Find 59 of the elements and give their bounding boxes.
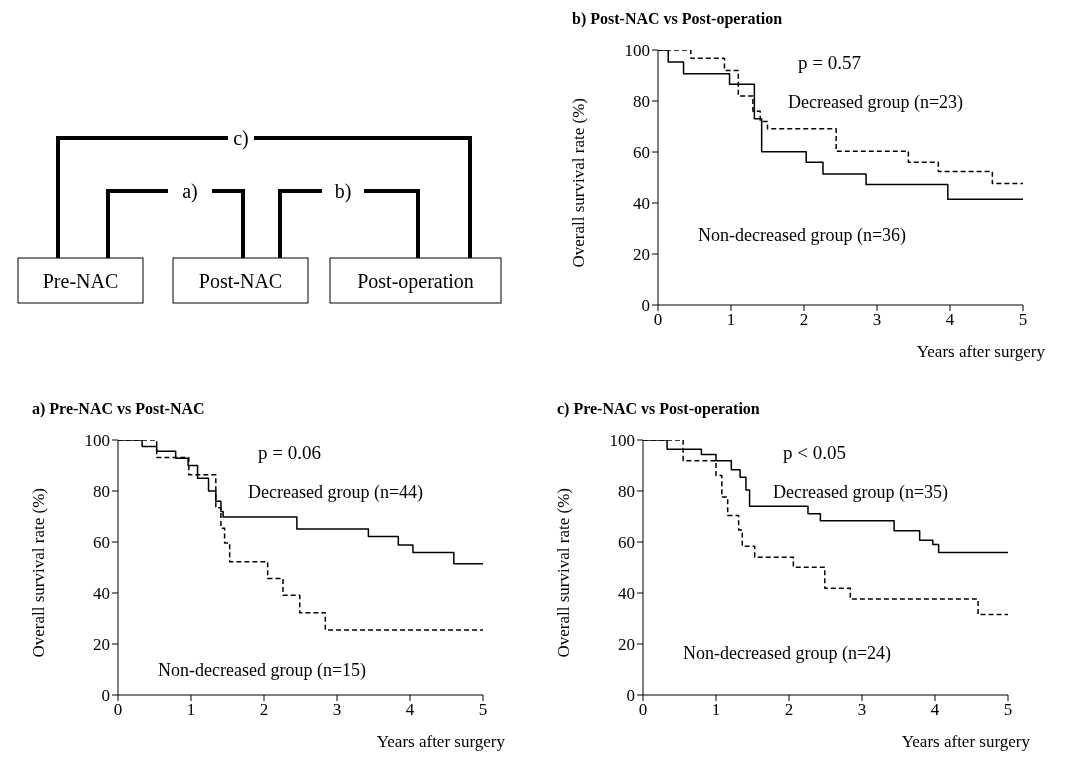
y-tick-label: 20 <box>618 635 635 655</box>
x-tick-label: 4 <box>930 700 940 720</box>
annotation: p = 0.06 <box>258 442 321 464</box>
y-tick-label: 0 <box>626 686 635 706</box>
x-tick-label: 2 <box>799 310 809 330</box>
text: Non-decreased group (n=24) <box>683 642 892 664</box>
y-tick-label: 40 <box>633 194 650 214</box>
x-tick-label: 3 <box>332 700 342 720</box>
x-axis-title: Years after surgery <box>916 342 1046 361</box>
x-tick-label: 3 <box>857 700 867 720</box>
annotation: p = 0.57 <box>798 52 861 74</box>
y-axis-title: Overall survival rate (%) <box>29 488 49 658</box>
x-axis-title: Years after surgery <box>376 732 506 751</box>
series-label: Decreased group (n=23) <box>788 92 964 113</box>
annotation: p < 0.05 <box>783 442 846 464</box>
y-tick-label: 40 <box>93 584 110 604</box>
y-tick-label: 0 <box>641 296 650 316</box>
x-tick-label: 5 <box>1018 310 1028 330</box>
x-tick-label: 5 <box>478 700 488 720</box>
y-tick-label: 80 <box>618 482 635 502</box>
y-tick-label: 100 <box>609 431 635 451</box>
y-tick-label: 100 <box>624 41 650 61</box>
text: Post-NAC <box>198 270 283 292</box>
series-label: Decreased group (n=35) <box>773 482 949 503</box>
chart-title: a) Pre-NAC vs Post-NAC <box>31 400 206 420</box>
y-tick-label: 60 <box>633 143 650 163</box>
y-axis-title: Overall survival rate (%) <box>554 488 574 658</box>
chart-title: b) Post-NAC vs Post-operation <box>571 10 784 30</box>
y-tick-label: 100 <box>84 431 110 451</box>
x-tick-label: 4 <box>405 700 415 720</box>
x-tick-label: 3 <box>872 310 882 330</box>
x-tick-label: 5 <box>1003 700 1013 720</box>
x-tick-label: 4 <box>945 310 955 330</box>
x-tick-label: 2 <box>259 700 269 720</box>
chart-title: c) Pre-NAC vs Post-operation <box>556 400 761 420</box>
series-label: Non-decreased group (n=15) <box>158 660 367 682</box>
x-tick-label: 1 <box>711 700 721 720</box>
y-tick-label: 20 <box>93 635 110 655</box>
x-tick-label: 1 <box>186 700 196 720</box>
y-tick-label: 80 <box>93 482 110 502</box>
series-label: Decreased group (n=44) <box>248 482 424 503</box>
text: Post-operation <box>357 270 474 293</box>
x-tick-label: 0 <box>113 700 123 720</box>
y-tick-label: 60 <box>618 533 635 553</box>
y-axis-title: Overall survival rate (%) <box>569 98 589 268</box>
x-tick-label: 2 <box>784 700 794 720</box>
x-tick-label: 0 <box>653 310 663 330</box>
text: Pre-NAC <box>42 270 119 292</box>
text: Non-decreased group (n=36) <box>698 224 907 246</box>
y-tick-label: 0 <box>101 686 110 706</box>
text: c) <box>233 127 249 150</box>
y-tick-label: 80 <box>633 92 650 112</box>
x-axis-title: Years after surgery <box>901 732 1031 751</box>
y-tick-label: 20 <box>633 245 650 265</box>
x-tick-label: 1 <box>726 310 736 330</box>
text: b) <box>334 180 352 203</box>
y-tick-label: 40 <box>618 584 635 604</box>
text: a) <box>182 180 198 203</box>
y-tick-label: 60 <box>93 533 110 553</box>
